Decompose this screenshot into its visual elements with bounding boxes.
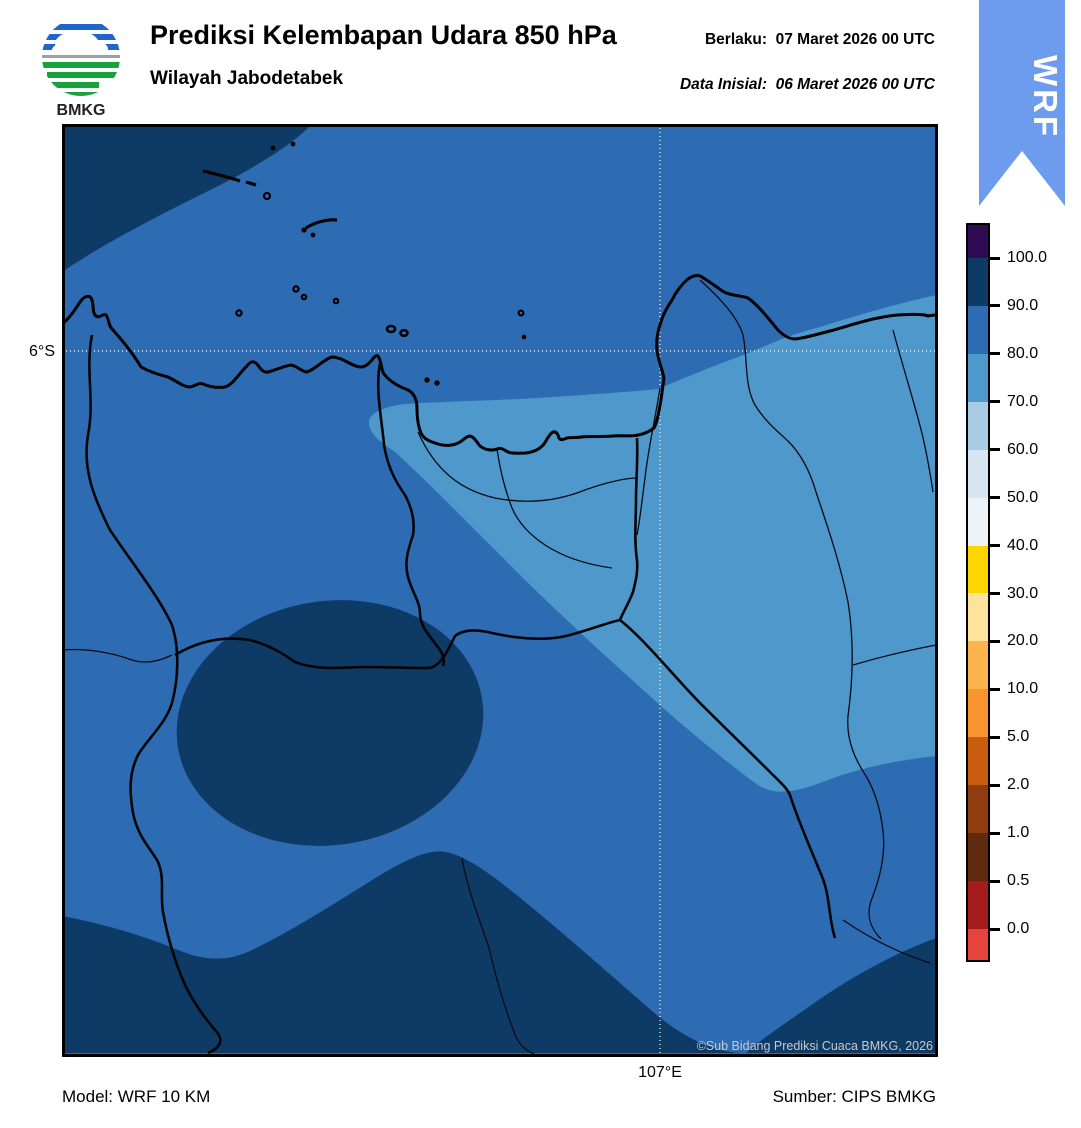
colorbar-tick xyxy=(990,927,1000,931)
colorbar-segment xyxy=(968,689,988,738)
colorbar-tick xyxy=(990,735,1000,739)
colorbar-segment xyxy=(968,449,988,498)
colorbar-segment xyxy=(968,593,988,642)
page-title: Prediksi Kelembapan Udara 850 hPa xyxy=(150,20,617,50)
colorbar-tick-label: 70.0 xyxy=(1007,392,1039,410)
colorbar-segment xyxy=(968,497,988,546)
admin-boundaries-thin xyxy=(62,279,937,1056)
map-region-east-band-70-80 xyxy=(368,295,937,792)
colorbar-segment xyxy=(968,928,988,960)
colorbar-tick-label: 40.0 xyxy=(1007,536,1039,554)
bmkg-logo-icon xyxy=(42,18,120,96)
islands xyxy=(202,141,527,386)
map-region-south-90-100 xyxy=(62,851,740,1053)
colorbar-tick xyxy=(990,783,1000,787)
ribbon-banner-shape xyxy=(979,0,1065,206)
colorbar-tick xyxy=(990,687,1000,691)
colorbar-tick-label: 2.0 xyxy=(1007,776,1030,794)
admin-boundaries-thick xyxy=(85,334,837,1055)
colorbar-segment xyxy=(968,225,988,258)
colorbar-tick xyxy=(990,496,1000,500)
latitude-label: 6°S xyxy=(29,343,55,360)
weather-map: ©Sub Bidang Prediksi Cuaca BMKG, 2026 xyxy=(62,124,938,1057)
colorbar-tick-label: 80.0 xyxy=(1007,344,1039,362)
colorbar-segment xyxy=(968,401,988,450)
map-region-northwest-90-100 xyxy=(62,124,312,272)
copyright-label: ©Sub Bidang Prediksi Cuaca BMKG, 2026 xyxy=(697,1039,933,1053)
colorbar: 100.0 90.0 80.0 70.0 60.0 50.0 40.0 30.0 20.0 10.… xyxy=(966,223,1047,962)
colorbar-tick xyxy=(990,448,1000,452)
longitude-label: 107°E xyxy=(638,1064,682,1081)
bmkg-logo: BMKG xyxy=(42,18,120,119)
colorbar-segments xyxy=(966,223,990,962)
coastline xyxy=(62,274,937,455)
colorbar-tick xyxy=(990,352,1000,356)
colorbar-tick xyxy=(990,831,1000,835)
colorbar-tick-label: 10.0 xyxy=(1007,680,1039,698)
colorbar-tick-label: 0.5 xyxy=(1007,872,1030,890)
initial-datetime: Data Inisial: 06 Maret 2026 00 UTC xyxy=(679,76,935,93)
colorbar-tick-label: 90.0 xyxy=(1007,296,1039,314)
colorbar-tick-label: 20.0 xyxy=(1007,632,1039,650)
colorbar-tick-label: 30.0 xyxy=(1007,584,1039,602)
map-region-southeast-90-100 xyxy=(746,938,936,1053)
colorbar-tick xyxy=(990,304,1000,308)
colorbar-tick-label: 0.0 xyxy=(1007,920,1030,937)
source-label: Sumber: CIPS BMKG xyxy=(772,1087,936,1106)
colorbar-tick-label: 1.0 xyxy=(1007,824,1030,842)
colorbar-tick-label: 5.0 xyxy=(1007,728,1030,746)
page-subtitle: Wilayah Jabodetabek xyxy=(150,68,344,89)
colorbar-tick-label: 50.0 xyxy=(1007,488,1039,506)
bmkg-logo-text: BMKG xyxy=(57,102,106,119)
colorbar-tick xyxy=(990,592,1000,595)
colorbar-tick xyxy=(990,400,1000,404)
valid-datetime: Berlaku: 07 Maret 2026 00 UTC xyxy=(704,31,935,48)
colorbar-tick xyxy=(990,879,1000,883)
colorbar-segment xyxy=(968,353,988,402)
ribbon-label: WRF xyxy=(1027,55,1064,139)
colorbar-segment xyxy=(968,880,988,929)
map-region-center-ellipse-90-100 xyxy=(176,600,484,846)
colorbar-tick xyxy=(990,544,1000,548)
colorbar-segment xyxy=(968,258,988,306)
model-label: Model: WRF 10 KM xyxy=(62,1087,211,1106)
colorbar-segment xyxy=(968,833,988,881)
colorbar-tick-label: 100.0 xyxy=(1007,249,1048,266)
colorbar-segment xyxy=(968,785,988,834)
wrf-ribbon: WRF xyxy=(979,0,1065,206)
colorbar-segment xyxy=(968,305,988,354)
colorbar-segment xyxy=(968,737,988,786)
colorbar-tick xyxy=(990,256,1000,260)
colorbar-segment xyxy=(968,545,988,594)
map-border xyxy=(62,124,938,1057)
colorbar-tick xyxy=(990,639,1000,643)
colorbar-tick-label: 60.0 xyxy=(1007,440,1039,458)
colorbar-segment xyxy=(968,641,988,690)
